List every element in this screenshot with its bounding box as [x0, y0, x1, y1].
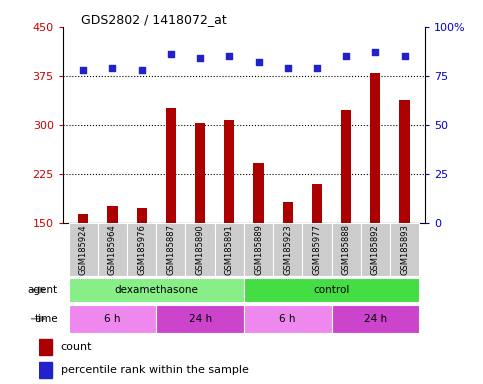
Point	[401, 53, 409, 59]
Bar	[39, 362, 52, 378]
Text: time: time	[34, 314, 58, 324]
Bar	[185, 223, 215, 276]
Text: 24 h: 24 h	[188, 314, 212, 324]
Point	[342, 53, 350, 59]
Text: 6 h: 6 h	[104, 314, 121, 324]
Bar	[215, 223, 244, 276]
Bar	[107, 207, 117, 223]
Point	[167, 51, 175, 57]
Bar	[331, 223, 361, 276]
Text: GSM185890: GSM185890	[196, 224, 205, 275]
Bar	[98, 223, 127, 276]
Bar	[302, 223, 331, 276]
Point	[226, 53, 233, 59]
Bar	[137, 209, 147, 223]
Point	[284, 65, 292, 71]
Bar	[331, 305, 419, 333]
Text: percentile rank within the sample: percentile rank within the sample	[61, 365, 248, 375]
Bar	[127, 223, 156, 276]
Point	[79, 67, 87, 73]
Text: dexamethasone: dexamethasone	[114, 285, 198, 295]
Bar	[370, 73, 381, 223]
Bar	[78, 214, 88, 223]
Point	[313, 65, 321, 71]
Text: GSM185893: GSM185893	[400, 224, 409, 275]
Bar	[390, 223, 419, 276]
Text: GSM185924: GSM185924	[79, 224, 88, 275]
Bar	[195, 124, 205, 223]
Bar	[156, 223, 185, 276]
Bar	[254, 163, 264, 223]
Bar	[39, 339, 52, 355]
Bar	[273, 223, 302, 276]
Bar	[244, 223, 273, 276]
Text: GSM185976: GSM185976	[137, 224, 146, 275]
Bar	[69, 305, 156, 333]
Point	[109, 65, 116, 71]
Bar	[244, 305, 331, 333]
Point	[371, 49, 379, 55]
Bar	[156, 305, 244, 333]
Bar	[224, 119, 234, 223]
Text: GDS2802 / 1418072_at: GDS2802 / 1418072_at	[81, 13, 227, 26]
Point	[255, 59, 262, 65]
Text: count: count	[61, 342, 92, 352]
Bar	[399, 100, 410, 223]
Point	[196, 55, 204, 61]
Text: 6 h: 6 h	[280, 314, 296, 324]
Text: GSM185977: GSM185977	[313, 224, 322, 275]
Point	[138, 67, 145, 73]
Text: GSM185891: GSM185891	[225, 224, 234, 275]
Text: 24 h: 24 h	[364, 314, 387, 324]
Bar	[312, 184, 322, 223]
Bar	[361, 223, 390, 276]
Text: GSM185889: GSM185889	[254, 224, 263, 275]
Bar	[341, 111, 351, 223]
Text: GSM185892: GSM185892	[371, 224, 380, 275]
Bar	[166, 109, 176, 223]
Text: GSM185964: GSM185964	[108, 224, 117, 275]
Bar	[69, 278, 244, 302]
Text: GSM185923: GSM185923	[283, 224, 292, 275]
Bar	[283, 202, 293, 223]
Bar	[244, 278, 419, 302]
Text: agent: agent	[28, 285, 58, 295]
Text: GSM185888: GSM185888	[341, 224, 351, 275]
Text: control: control	[313, 285, 350, 295]
Text: GSM185887: GSM185887	[166, 224, 175, 275]
Bar	[69, 223, 98, 276]
